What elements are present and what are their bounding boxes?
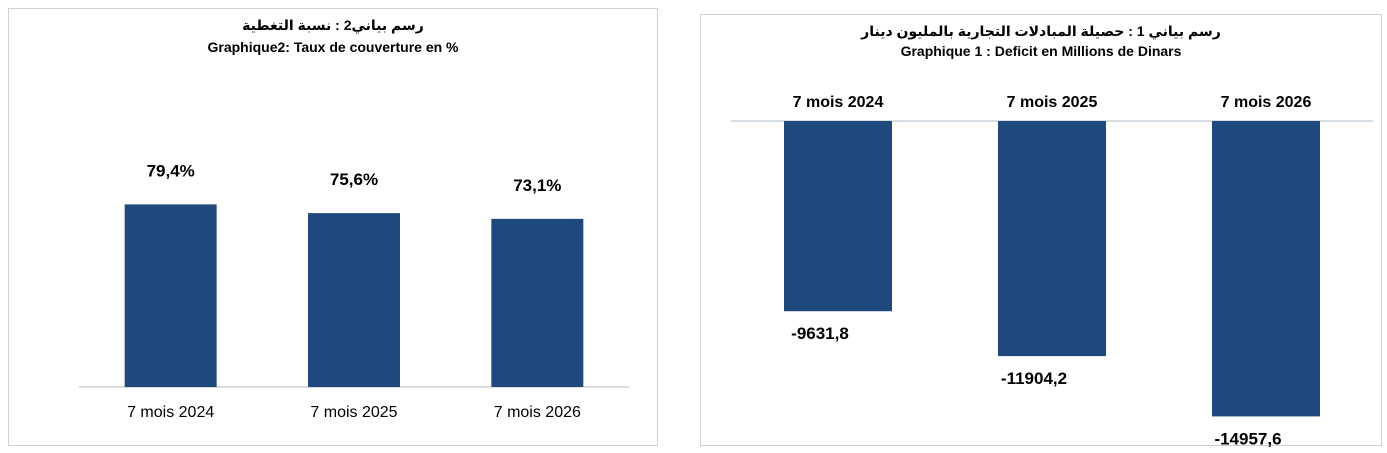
- x-tick-label: 7 mois 2026: [494, 404, 581, 421]
- chart-title-arabic: رسم بياني2 : نسبة التغطية: [242, 17, 424, 33]
- bar: [308, 213, 400, 387]
- chart-title-french: Graphique 1 : Deficit en Millions de Din…: [900, 43, 1182, 59]
- bar: [1212, 121, 1320, 417]
- data-label: 79,4%: [147, 161, 195, 180]
- coverage-chart-plot: 79,4% 7 mois 2024 75,6% 7 mois 2025 73,1% 7 m…: [79, 161, 629, 421]
- bar: [784, 121, 892, 312]
- chart-title-arabic: رسم بياني 1 : حصيلة المبادلات التجارية ب…: [861, 23, 1221, 39]
- data-label: 75,6%: [330, 170, 378, 189]
- x-tick-label: 7 mois 2024: [793, 94, 884, 111]
- x-tick-label: 7 mois 2025: [310, 404, 397, 421]
- bar: [491, 218, 584, 387]
- data-label: -14957,6: [1214, 429, 1281, 448]
- chart-panel-deficit: رسم بياني 1 : حصيلة المبادلات التجارية ب…: [700, 14, 1382, 448]
- x-tick-label: 7 mois 2026: [1221, 94, 1312, 111]
- x-tick-label: 7 mois 2025: [1007, 94, 1098, 111]
- x-tick-label: 7 mois 2024: [127, 404, 214, 421]
- data-label: -11904,2: [1001, 369, 1067, 388]
- data-label: -9631,8: [791, 324, 849, 343]
- data-label: 73,1%: [513, 176, 561, 195]
- chart-title-french: Graphique2: Taux de couverture en %: [207, 39, 459, 55]
- chart-panel-coverage: رسم بياني2 : نسبة التغطية Graphique2: Ta…: [8, 8, 658, 446]
- deficit-chart-plot: -9631,8 7 mois 2024 -11904,2 7 mois 2025 -14…: [731, 94, 1373, 448]
- bar: [998, 121, 1106, 357]
- bar: [124, 204, 217, 387]
